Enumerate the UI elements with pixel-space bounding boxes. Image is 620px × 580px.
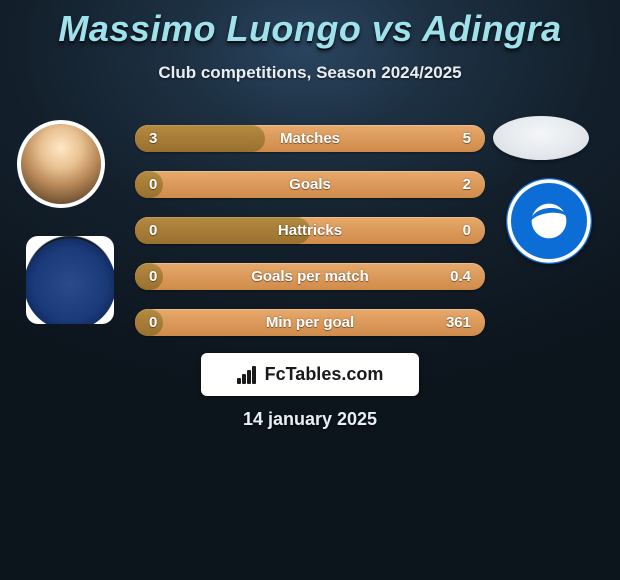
stat-label: Goals per match [135,263,485,290]
player-right-avatar [493,116,589,160]
watermark-badge: FcTables.com [201,353,419,396]
club-right-badge [506,178,592,264]
stat-row: 0 Goals 2 [135,171,485,198]
page-title: Massimo Luongo vs Adingra [0,8,620,50]
stat-label: Min per goal [135,309,485,336]
stats-list: 3 Matches 5 0 Goals 2 0 Hattricks 0 0 Go… [135,125,485,355]
page-date: 14 january 2025 [0,409,620,430]
stat-label: Hattricks [135,217,485,244]
stat-row: 0 Goals per match 0.4 [135,263,485,290]
watermark-bars-icon [237,366,259,384]
stat-label: Goals [135,171,485,198]
infographic-root: Massimo Luongo vs Adingra Club competiti… [0,0,620,580]
stat-right-value: 361 [446,309,471,336]
stat-label: Matches [135,125,485,152]
stat-row: 3 Matches 5 [135,125,485,152]
stat-right-value: 5 [463,125,471,152]
stat-row: 0 Min per goal 361 [135,309,485,336]
club-left-badge [26,236,114,324]
stat-row: 0 Hattricks 0 [135,217,485,244]
page-subtitle: Club competitions, Season 2024/2025 [0,63,620,83]
player-left-avatar [17,120,105,208]
stat-right-value: 0 [463,217,471,244]
stat-right-value: 0.4 [450,263,471,290]
watermark-text: FcTables.com [265,364,384,385]
stat-right-value: 2 [463,171,471,198]
